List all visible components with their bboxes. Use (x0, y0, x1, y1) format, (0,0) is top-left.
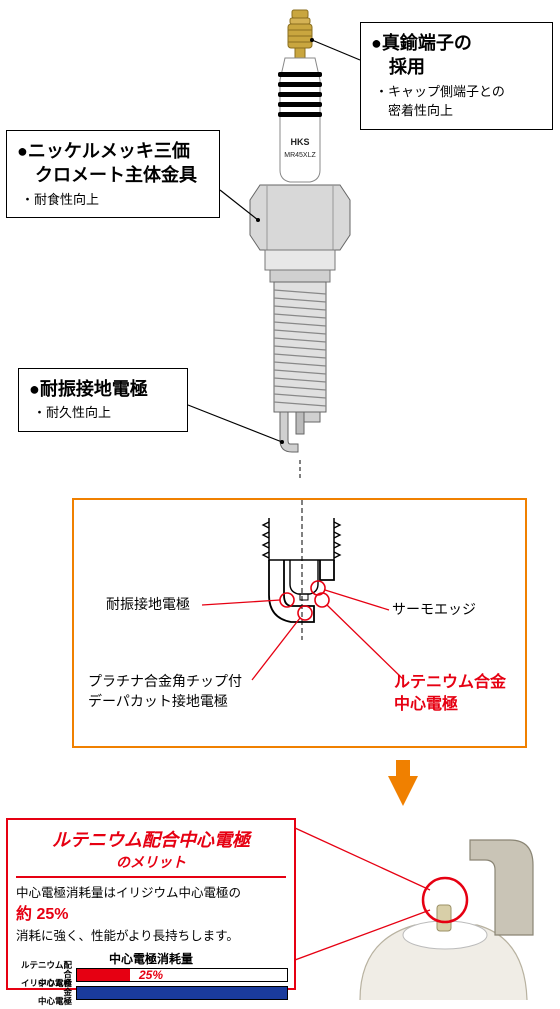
merit-line1: 中心電極消耗量はイリジウム中心電極の (16, 886, 241, 900)
detail-label-right-bottom: ルテニウム合金 中心電極 (394, 672, 506, 717)
chart-pct-label: 25% (139, 968, 163, 982)
merit-line2: 約 25% (16, 906, 68, 923)
detail-label-left-bottom: プラチナ合金角チップ付 デーパカット接地電極 (88, 672, 242, 711)
tip-closeup (295, 810, 560, 1000)
chart-row2-bar (76, 986, 288, 1000)
chart-row2-label: イリジウム合金 中心電極 (14, 979, 76, 1006)
merit-subtitle: のメリット (16, 852, 286, 878)
chart-row1-bar: 25% (76, 968, 288, 982)
merit-title: ルテニウム配合中心電極 (8, 820, 294, 852)
detail-label-left-top: 耐振接地電極 (106, 595, 190, 615)
merit-box: ルテニウム配合中心電極 のメリット 中心電極消耗量はイリジウム中心電極の 約 2… (6, 818, 296, 990)
merit-line3: 消耗に強く、性能がより長持ちします。 (16, 929, 239, 943)
arrow-down-icon (388, 776, 418, 806)
callout-leaders (0, 0, 560, 480)
detail-label-right-top: サーモエッジ (392, 600, 476, 620)
consumption-chart: 中心電極消耗量 ルテニウム配合 中心電極 25% イリジウム合金 中心電極 (8, 946, 294, 1009)
merit-body: 中心電極消耗量はイリジウム中心電極の 約 25% 消耗に強く、性能がより長持ちし… (8, 884, 294, 946)
detail-box: 耐振接地電極 プラチナ合金角チップ付 デーパカット接地電極 サーモエッジ ルテニ… (72, 498, 527, 748)
